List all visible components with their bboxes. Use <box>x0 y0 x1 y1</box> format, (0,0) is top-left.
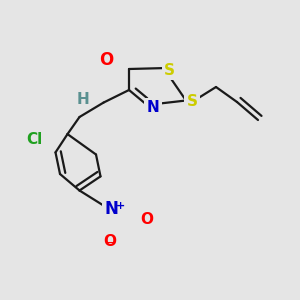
Text: O: O <box>103 234 116 249</box>
Text: H: H <box>76 92 89 106</box>
Text: S: S <box>187 94 197 110</box>
Text: O: O <box>99 51 114 69</box>
Text: O: O <box>140 212 154 226</box>
Text: −: − <box>105 237 114 248</box>
Text: N: N <box>147 100 159 116</box>
Text: S: S <box>164 63 175 78</box>
Text: +: + <box>116 201 125 212</box>
Text: N: N <box>104 200 118 217</box>
Text: Cl: Cl <box>26 132 43 147</box>
